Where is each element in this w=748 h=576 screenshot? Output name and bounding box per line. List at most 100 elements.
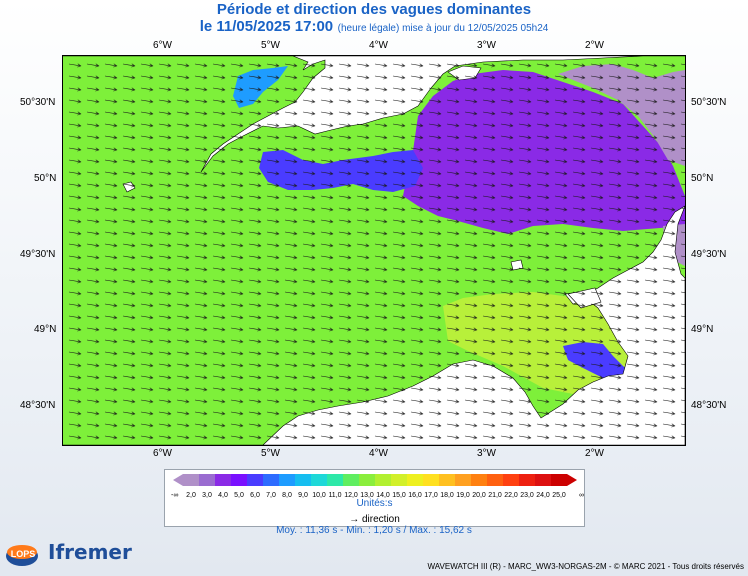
direction-arrow	[482, 123, 496, 128]
direction-arrow	[302, 63, 316, 68]
direction-arrow	[266, 99, 280, 104]
direction-arrow	[212, 291, 226, 296]
direction-arrow	[104, 183, 118, 188]
direction-arrow	[176, 243, 190, 248]
direction-arrow	[680, 375, 685, 377]
direction-arrow	[464, 279, 478, 284]
direction-arrow	[68, 423, 82, 428]
direction-arrow	[608, 183, 622, 188]
direction-arrow	[464, 303, 478, 308]
direction-arrow	[140, 339, 154, 344]
direction-arrow	[410, 411, 424, 416]
lat-label-left-4: 48°30'N	[20, 400, 56, 411]
direction-arrow	[230, 255, 244, 260]
direction-arrow	[536, 207, 550, 212]
direction-arrow	[176, 111, 190, 116]
direction-arrow	[536, 171, 550, 176]
direction-arrow	[212, 195, 226, 200]
map-update-note: (heure légale) mise à jour du 12/05/2025…	[337, 23, 549, 34]
direction-arrow	[68, 435, 82, 440]
direction-arrow	[608, 339, 622, 344]
direction-arrow	[338, 399, 352, 404]
direction-arrow	[302, 423, 316, 428]
direction-arrow	[104, 279, 118, 284]
direction-arrow	[446, 159, 460, 164]
direction-arrow	[554, 315, 568, 320]
direction-arrow	[356, 339, 370, 344]
direction-arrow	[410, 207, 424, 212]
direction-arrow	[518, 399, 532, 404]
direction-arrow	[410, 75, 424, 80]
direction-arrow	[248, 123, 262, 128]
direction-arrow	[158, 327, 172, 332]
direction-arrow	[500, 243, 514, 248]
direction-arrow	[500, 159, 514, 164]
direction-arrow	[338, 63, 352, 68]
direction-arrow	[626, 303, 640, 308]
direction-arrow	[662, 195, 676, 200]
direction-arrow	[590, 363, 604, 368]
direction-arrow	[104, 411, 118, 416]
wave-period-map[interactable]	[62, 55, 686, 446]
direction-arrow	[320, 387, 334, 392]
direction-arrow	[410, 339, 424, 344]
lon-label-bottom-0: 6°W	[153, 448, 172, 459]
legend-tick-label: 23,0	[520, 492, 534, 498]
direction-arrow	[284, 279, 298, 284]
direction-arrow	[230, 291, 244, 296]
direction-arrow	[518, 303, 532, 308]
direction-arrow	[68, 123, 82, 128]
direction-arrow	[122, 291, 136, 296]
direction-arrow	[356, 231, 370, 236]
direction-arrow	[482, 435, 496, 440]
direction-arrow	[338, 303, 352, 308]
direction-arrow	[176, 303, 190, 308]
direction-arrow	[212, 159, 226, 164]
direction-arrow	[140, 219, 154, 224]
direction-arrow	[410, 327, 424, 332]
direction-arrow	[320, 351, 334, 356]
direction-arrow	[536, 315, 550, 320]
direction-arrow	[158, 267, 172, 272]
direction-arrow	[320, 63, 334, 68]
direction-arrow	[338, 147, 352, 152]
direction-arrow	[446, 171, 460, 176]
direction-arrow	[194, 267, 208, 272]
direction-arrow	[428, 243, 442, 248]
direction-arrow	[284, 99, 298, 104]
direction-arrow	[410, 243, 424, 248]
direction-arrow	[680, 279, 685, 281]
direction-arrow	[464, 123, 478, 128]
direction-arrow	[338, 219, 352, 224]
direction-arrow	[212, 243, 226, 248]
direction-arrow	[446, 87, 460, 92]
direction-arrow	[104, 159, 118, 164]
direction-arrow	[536, 147, 550, 152]
direction-arrow	[356, 171, 370, 176]
direction-arrow	[68, 111, 82, 116]
direction-arrow	[392, 147, 406, 152]
direction-arrow	[230, 423, 244, 428]
direction-arrow	[158, 279, 172, 284]
direction-arrow	[662, 387, 676, 392]
direction-arrow	[176, 147, 190, 152]
direction-arrow	[86, 339, 100, 344]
direction-arrow	[356, 279, 370, 284]
direction-arrow	[266, 411, 280, 416]
legend-color-cell	[343, 474, 359, 486]
direction-arrow	[284, 327, 298, 332]
direction-arrow	[68, 303, 82, 308]
direction-arrow	[230, 351, 244, 356]
direction-arrow	[518, 183, 532, 188]
direction-arrow	[482, 387, 496, 392]
direction-arrow	[608, 255, 622, 260]
model-credit: WAVEWATCH III (R) - MARC_WW3-NORGAS-2M -…	[427, 562, 744, 571]
direction-arrow	[104, 243, 118, 248]
direction-arrow	[644, 195, 658, 200]
direction-arrow	[122, 243, 136, 248]
direction-arrow	[68, 195, 82, 200]
direction-arrow	[320, 315, 334, 320]
direction-arrow	[662, 207, 676, 212]
land-england	[63, 56, 685, 173]
direction-arrow	[626, 111, 640, 116]
